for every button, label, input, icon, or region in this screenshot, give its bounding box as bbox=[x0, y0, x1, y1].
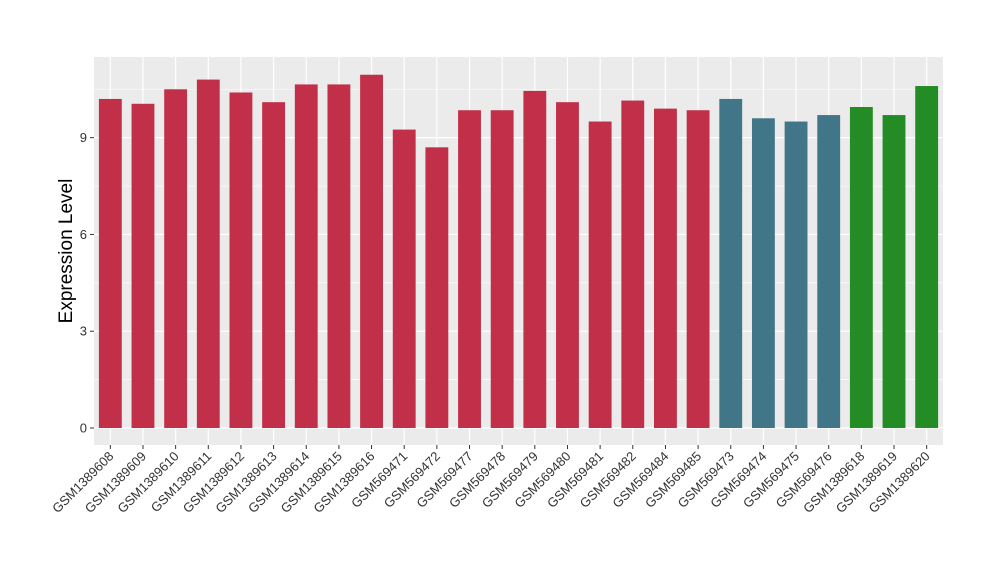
plot-panel bbox=[94, 57, 943, 445]
bar-GSM569484 bbox=[654, 108, 677, 428]
bar-GSM1389618 bbox=[849, 107, 873, 429]
bar-GSM1389612 bbox=[229, 92, 253, 429]
bar-GSM1389611 bbox=[196, 79, 220, 428]
bar-GSM569476 bbox=[817, 115, 841, 428]
bar-GSM569473 bbox=[719, 98, 743, 428]
bar-GSM569475 bbox=[784, 121, 808, 429]
y-axis-title: Expression Level bbox=[56, 179, 77, 324]
y-tick-label: 0 bbox=[80, 421, 87, 436]
bar-GSM569471 bbox=[392, 129, 416, 428]
bar-GSM569477 bbox=[458, 110, 481, 428]
bar-GSM569480 bbox=[556, 102, 579, 428]
bar-GSM569481 bbox=[588, 121, 612, 429]
bar-GSM1389616 bbox=[360, 74, 383, 429]
bar-GSM569482 bbox=[621, 100, 645, 428]
bar-GSM1389608 bbox=[98, 98, 122, 428]
bar-GSM569478 bbox=[490, 110, 514, 428]
y-tick-label: 3 bbox=[80, 324, 87, 339]
bar-GSM1389615 bbox=[327, 84, 351, 428]
bar-GSM1389613 bbox=[262, 102, 286, 428]
y-tick-label: 6 bbox=[80, 227, 87, 242]
y-tick-label: 9 bbox=[80, 130, 87, 145]
bar-GSM569472 bbox=[425, 147, 449, 428]
bar-GSM569479 bbox=[523, 90, 547, 429]
y-axis: 0 3 6 9 bbox=[80, 130, 94, 436]
bar-GSM569485 bbox=[686, 110, 710, 428]
bar-GSM1389620 bbox=[915, 86, 939, 428]
bar-GSM1389609 bbox=[131, 103, 155, 428]
bar-GSM1389619 bbox=[882, 115, 906, 428]
bar-GSM1389614 bbox=[294, 84, 318, 428]
bar-GSM1389610 bbox=[164, 89, 188, 429]
bars bbox=[98, 74, 939, 429]
x-axis: GSM1389608GSM1389609GSM1389610GSM1389611… bbox=[49, 445, 933, 516]
bar-GSM569474 bbox=[751, 118, 775, 428]
